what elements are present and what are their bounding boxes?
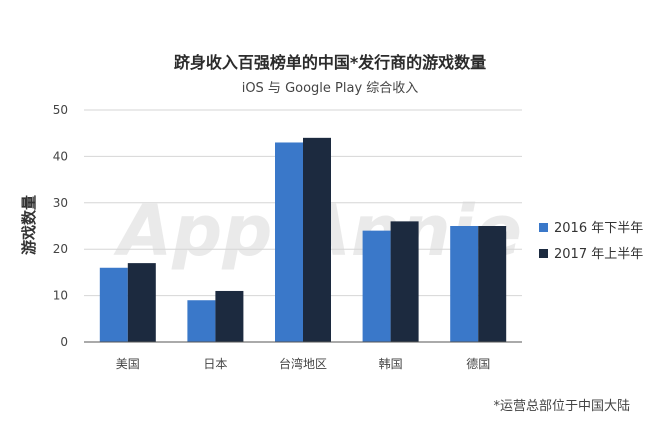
bar-美国-2016 年下半年 bbox=[99, 267, 128, 342]
chart-title: 跻身收入百强榜单的中国*发行商的游戏数量 bbox=[174, 53, 486, 72]
x-tick-label: 韩国 bbox=[379, 356, 403, 371]
y-axis-label: 游戏数量 bbox=[20, 195, 38, 255]
bar-美国-2017 年上半年 bbox=[127, 263, 156, 342]
y-tick-label: 40 bbox=[53, 149, 68, 163]
bar-日本-2017 年上半年 bbox=[215, 290, 244, 342]
x-tick-label: 美国 bbox=[116, 357, 140, 371]
legend-swatch-2017h1 bbox=[539, 249, 548, 258]
y-tick-label: 50 bbox=[53, 103, 68, 117]
bar-台湾地区-2017 年上半年 bbox=[303, 137, 331, 342]
legend-swatch-2016h2 bbox=[539, 223, 548, 232]
x-tick-label: 台湾地区 bbox=[279, 356, 327, 371]
x-tick-label: 日本 bbox=[203, 357, 227, 371]
y-tick-label: 20 bbox=[53, 242, 68, 256]
y-tick-label: 30 bbox=[53, 196, 68, 210]
bar-日本-2016 年下半年 bbox=[187, 300, 216, 342]
bar-德国-2017 年上半年 bbox=[478, 226, 507, 342]
bar-台湾地区-2016 年下半年 bbox=[275, 142, 303, 342]
x-tick-label: 德国 bbox=[466, 356, 490, 371]
y-tick-label: 0 bbox=[60, 335, 68, 349]
chart-subtitle: iOS 与 Google Play 综合收入 bbox=[242, 81, 419, 96]
legend: 2016 年下半年 2017 年上半年 bbox=[539, 221, 643, 262]
bar-德国-2016 年下半年 bbox=[450, 226, 479, 342]
y-tick-label: 10 bbox=[53, 289, 68, 303]
x-tick-labels: 美国 日本 台湾地区 韩国 德国 bbox=[116, 356, 490, 371]
bar-韩国-2016 年下半年 bbox=[362, 230, 391, 342]
y-tick-labels: 0 10 20 30 40 50 bbox=[53, 103, 68, 349]
bar-韩国-2017 年上半年 bbox=[390, 221, 419, 342]
bars bbox=[99, 137, 507, 342]
legend-label-2016h2: 2016 年下半年 bbox=[554, 221, 643, 236]
footnote: *运营总部位于中国大陆 bbox=[493, 398, 630, 414]
legend-label-2017h1: 2017 年上半年 bbox=[554, 247, 643, 262]
